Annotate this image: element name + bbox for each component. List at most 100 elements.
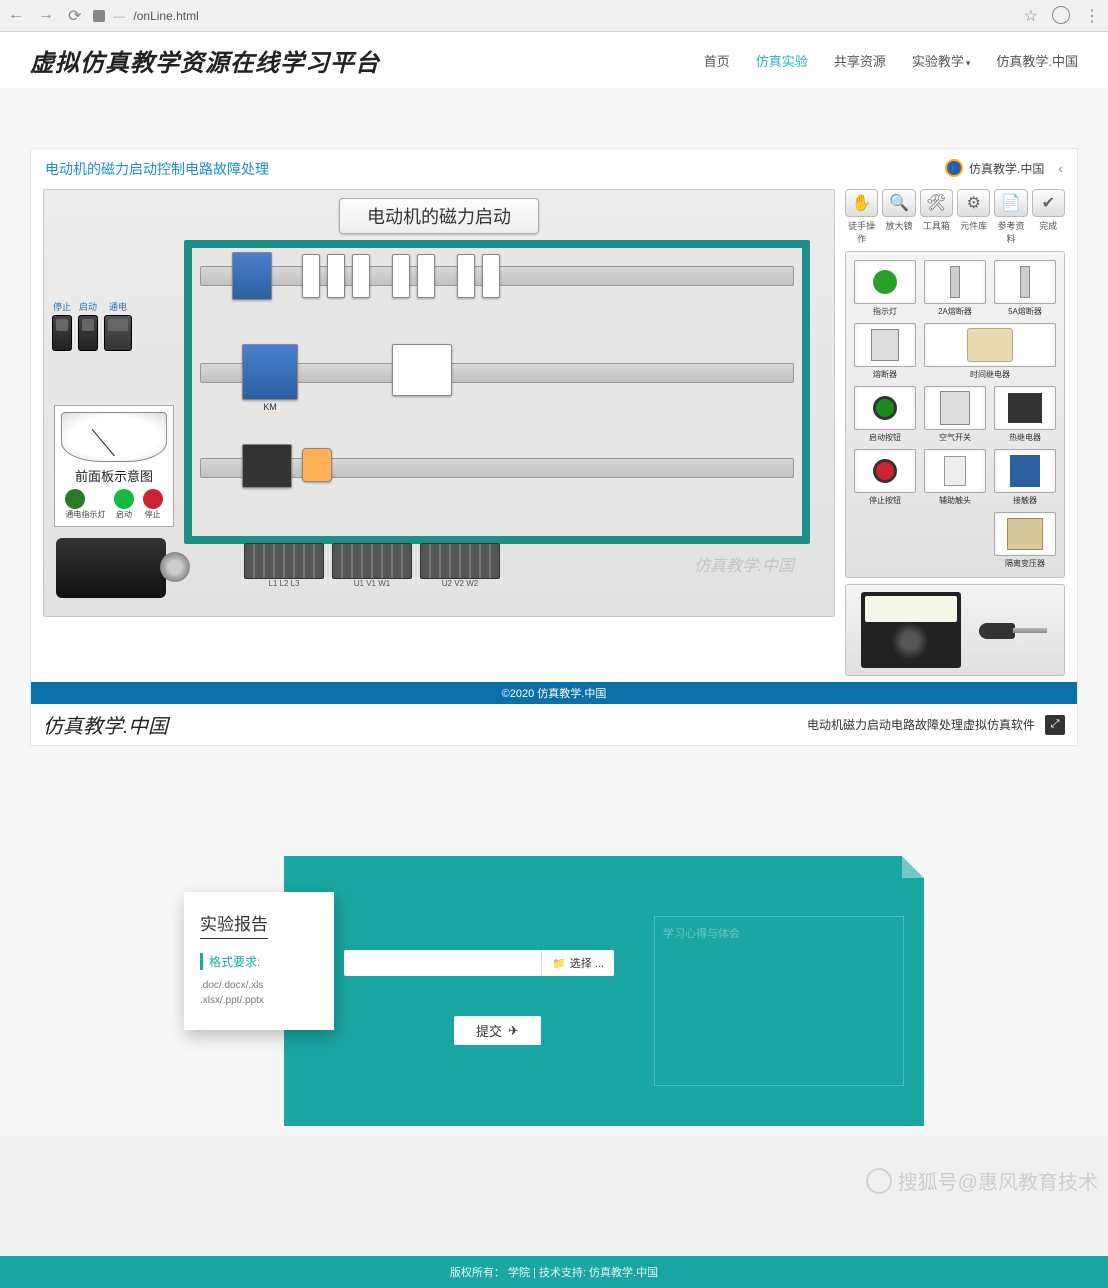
tool-hand[interactable]: ✋徒手操作 bbox=[845, 189, 878, 245]
fp-stop-button[interactable] bbox=[143, 489, 163, 509]
toolbox-icon: 🛠 bbox=[920, 189, 953, 217]
contactor-km[interactable]: KM bbox=[242, 344, 298, 400]
report-teal-card: 学习心得与体会 bbox=[284, 856, 924, 1126]
main-nav: 首页 仿真实验 共享资源 实验教学▾ 仿真教学.中国 bbox=[704, 51, 1078, 70]
reload-icon[interactable]: ⟳ bbox=[68, 6, 81, 26]
fuse-3[interactable] bbox=[352, 254, 370, 298]
fp-start-button[interactable] bbox=[114, 489, 134, 509]
power-switch-label: 通电 bbox=[104, 300, 132, 313]
part-contactor[interactable]: 接触器 bbox=[994, 449, 1056, 506]
file-path-input[interactable] bbox=[344, 950, 541, 976]
part-fuse[interactable]: 熔断器 bbox=[854, 323, 916, 380]
nav-tab-shared-resources[interactable]: 共享资源 bbox=[834, 51, 886, 70]
notes-textarea[interactable]: 学习心得与体会 bbox=[654, 916, 904, 1086]
format-line-2: .xlsx/.ppt/.pptx bbox=[200, 993, 318, 1008]
stop-switch[interactable] bbox=[52, 315, 72, 351]
site-header: 虚拟仿真教学资源在线学习平台 首页 仿真实验 共享资源 实验教学▾ 仿真教学.中… bbox=[0, 32, 1108, 88]
brand-avatar-icon bbox=[945, 159, 963, 177]
file-browse-button[interactable]: 📁 选择 ... bbox=[541, 950, 614, 976]
global-watermark: 搜狐号@惠风教育技术 bbox=[866, 1166, 1098, 1195]
part-stop-button[interactable]: 停止按钮 bbox=[854, 449, 916, 506]
schematic-title-plate: 电动机的磁力启动 bbox=[339, 198, 539, 234]
part-indicator-light[interactable]: 指示灯 bbox=[854, 260, 916, 317]
start-switch-label: 启动 bbox=[78, 300, 98, 313]
fuse-4[interactable] bbox=[392, 254, 410, 298]
collapse-chevron-icon[interactable]: ‹ bbox=[1058, 160, 1063, 176]
external-controls: 停止 启动 通电 bbox=[52, 300, 132, 351]
fullscreen-button[interactable]: ⤢ bbox=[1045, 715, 1065, 735]
relay-component[interactable] bbox=[392, 344, 452, 396]
watermark-logo-icon bbox=[866, 1168, 892, 1194]
nav-tab-simulation[interactable]: 仿真实验 bbox=[756, 51, 808, 70]
footer-text: 版权所有： 学院 | 技术支持: 仿真教学.中国 bbox=[450, 1264, 658, 1280]
fuse-6[interactable] bbox=[457, 254, 475, 298]
electrical-cabinet: KM bbox=[184, 240, 810, 544]
submit-button[interactable]: 提交 ✈ bbox=[454, 1016, 541, 1045]
tool-reference[interactable]: 📄参考资料 bbox=[994, 189, 1027, 245]
aux-block[interactable] bbox=[302, 448, 332, 482]
document-icon: 📄 bbox=[994, 189, 1027, 217]
format-requirement-label: 格式要求: bbox=[200, 953, 318, 970]
tool-parts[interactable]: ⚙元件库 bbox=[957, 189, 990, 245]
nav-tab-experiment-teaching[interactable]: 实验教学▾ bbox=[912, 51, 971, 70]
nav-tab-home[interactable]: 首页 bbox=[704, 51, 730, 70]
site-title: 虚拟仿真教学资源在线学习平台 bbox=[30, 43, 380, 78]
gear-icon: ⚙ bbox=[957, 189, 990, 217]
part-thermal-relay[interactable]: 热继电器 bbox=[994, 386, 1056, 443]
tool-toolbox[interactable]: 🛠工具箱 bbox=[920, 189, 953, 245]
terminal-strip: L1 L2 L3 U1 V1 W1 U2 V2 W2 bbox=[244, 543, 500, 588]
fp-power-led[interactable] bbox=[65, 489, 85, 509]
fuse-2[interactable] bbox=[327, 254, 345, 298]
simulation-frame: 仿真教学.中国 ‹ 电动机的磁力启动控制电路故障处理 电动机的磁力启动 停止 启… bbox=[30, 148, 1078, 746]
report-info-card: 实验报告 格式要求: .doc/.docx/.xls .xlsx/.ppt/.p… bbox=[184, 892, 334, 1030]
paper-plane-icon: ✈ bbox=[508, 1023, 519, 1039]
terminal-block-2[interactable] bbox=[332, 543, 412, 579]
screwdriver-icon[interactable] bbox=[979, 605, 1049, 655]
tool-zoom[interactable]: 🔍放大镜 bbox=[882, 189, 915, 245]
breaker-component[interactable] bbox=[232, 252, 272, 300]
km-label: KM bbox=[243, 402, 297, 412]
brand-corner-text: 仿真教学.中国 bbox=[969, 160, 1044, 177]
motor-icon[interactable] bbox=[56, 538, 166, 598]
schematic-panel[interactable]: 电动机的磁力启动 停止 启动 通电 bbox=[43, 189, 835, 617]
part-air-switch[interactable]: 空气开关 bbox=[924, 386, 986, 443]
nav-tab-brand-site[interactable]: 仿真教学.中国 bbox=[996, 51, 1078, 70]
browser-chrome: ← → ⟳ — /onLine.html ☆ ⋮ bbox=[0, 0, 1108, 32]
page-footer: 版权所有： 学院 | 技术支持: 仿真教学.中国 bbox=[0, 1256, 1108, 1288]
profile-icon[interactable] bbox=[1052, 6, 1070, 24]
report-section: 学习心得与体会 实验报告 格式要求: .doc/.docx/.xls .xlsx… bbox=[184, 856, 924, 1136]
part-aux-contact[interactable]: 辅助触头 bbox=[924, 449, 986, 506]
software-name: 电动机磁力启动电路故障处理虚拟仿真软件 bbox=[807, 716, 1035, 733]
simulation-title: 电动机的磁力启动控制电路故障处理 bbox=[31, 149, 1077, 183]
forward-icon[interactable]: → bbox=[38, 6, 54, 26]
toolbar: ✋徒手操作 🔍放大镜 🛠工具箱 ⚙元件库 📄参考资料 ✔完成 bbox=[845, 189, 1065, 245]
multimeter-icon[interactable] bbox=[861, 592, 961, 668]
part-fuse-5a[interactable]: 5A熔断器 bbox=[994, 260, 1056, 317]
ammeter-icon bbox=[61, 412, 167, 462]
instrument-panel bbox=[845, 584, 1065, 676]
part-start-button[interactable]: 启动按钮 bbox=[854, 386, 916, 443]
terminal-block-1[interactable] bbox=[244, 543, 324, 579]
power-switch[interactable] bbox=[104, 315, 132, 351]
front-panel-title: 前面板示意图 bbox=[61, 466, 167, 485]
stop-switch-label: 停止 bbox=[52, 300, 72, 313]
bookmark-star-icon[interactable]: ☆ bbox=[1024, 6, 1038, 26]
parts-library: 指示灯 2A熔断器 5A熔断器 熔断器 时间继电器 启动按钮 空气开关 热继电器… bbox=[845, 251, 1065, 578]
fuse-1[interactable] bbox=[302, 254, 320, 298]
sim-copyright-bar: ©2020 仿真教学.中国 bbox=[31, 682, 1077, 704]
back-icon[interactable]: ← bbox=[8, 6, 24, 26]
check-icon: ✔ bbox=[1032, 189, 1065, 217]
thermal-relay[interactable] bbox=[242, 444, 292, 488]
kebab-menu-icon[interactable]: ⋮ bbox=[1084, 6, 1100, 26]
address-bar[interactable]: — /onLine.html bbox=[93, 9, 1011, 23]
tool-done[interactable]: ✔完成 bbox=[1032, 189, 1065, 245]
start-switch[interactable] bbox=[78, 315, 98, 351]
url-text: /onLine.html bbox=[133, 9, 198, 23]
fuse-7[interactable] bbox=[482, 254, 500, 298]
terminal-block-3[interactable] bbox=[420, 543, 500, 579]
front-panel-diagram: 前面板示意图 通电指示灯 启动 停止 bbox=[54, 405, 174, 527]
part-time-relay[interactable]: 时间继电器 bbox=[924, 323, 1056, 380]
fuse-5[interactable] bbox=[417, 254, 435, 298]
part-transformer[interactable]: 隔离变压器 bbox=[994, 512, 1056, 569]
part-fuse-2a[interactable]: 2A熔断器 bbox=[924, 260, 986, 317]
